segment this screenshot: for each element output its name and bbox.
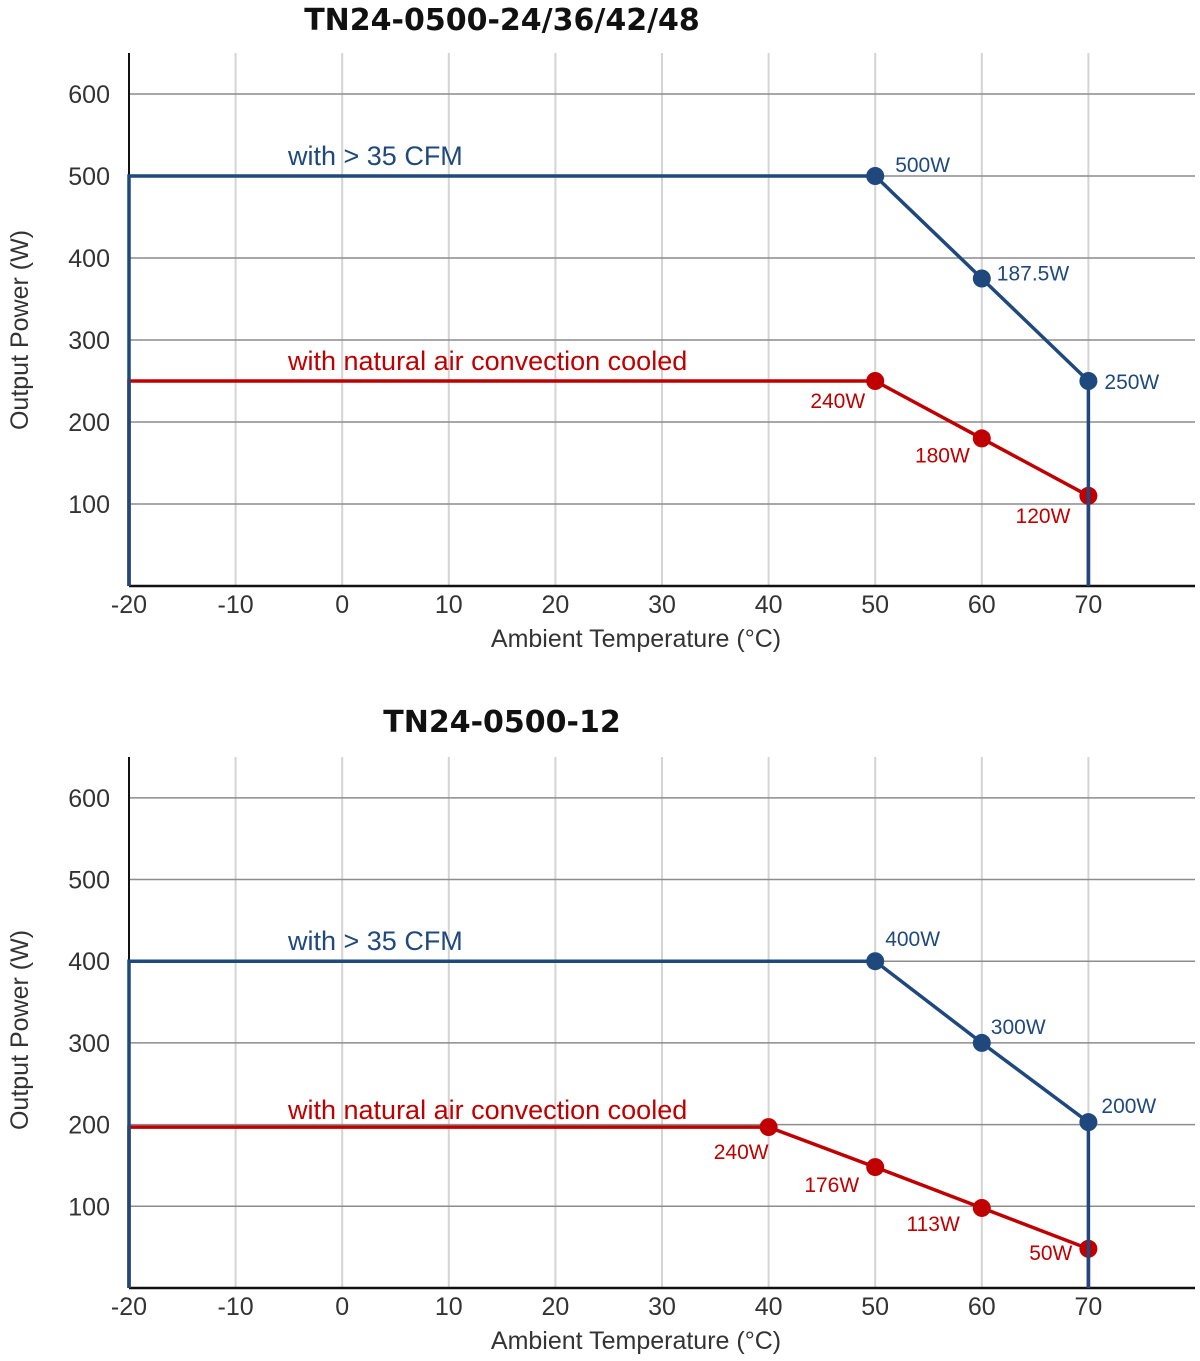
x-tick-label: 50 xyxy=(861,1293,889,1321)
x-tick-label: 70 xyxy=(1074,591,1102,619)
x-tick-label: 0 xyxy=(335,591,349,619)
chart-title: TN24-0500-24/36/42/48 xyxy=(304,3,700,38)
x-tick-label: 40 xyxy=(755,591,783,619)
y-tick-label: 600 xyxy=(68,785,110,813)
data-label: 176W xyxy=(804,1174,859,1197)
series-line xyxy=(127,379,1091,586)
data-label: 240W xyxy=(714,1141,769,1164)
data-label: 120W xyxy=(1016,505,1071,528)
data-point xyxy=(866,167,885,185)
chart-1: -20 -10 0 10 20 30 40 50 60 70 100 200 300 400 500 600 T… xyxy=(6,3,1195,653)
y-tick-label: 400 xyxy=(68,245,110,273)
x-axis-label: Ambient Temperature (°C) xyxy=(491,625,781,653)
x-tick-label: 10 xyxy=(435,591,463,619)
data-point xyxy=(1079,1113,1098,1132)
data-point xyxy=(972,269,991,288)
data-label: 400W xyxy=(885,928,940,951)
x-tick-label: 40 xyxy=(755,1293,783,1321)
x-tick-label: 30 xyxy=(648,591,676,619)
series-name-label: with > 35 CFM xyxy=(287,926,463,956)
x-tick-label: 70 xyxy=(1074,1293,1102,1321)
x-tick-label: -10 xyxy=(218,591,254,619)
data-point xyxy=(972,1033,991,1052)
data-point xyxy=(866,952,885,971)
y-tick-label: 600 xyxy=(68,81,110,109)
series-line xyxy=(127,959,1091,1288)
series-1: 500W 187.5W 250W with > 35 CFM xyxy=(127,141,1159,586)
data-label: 180W xyxy=(915,444,970,467)
data-point xyxy=(972,1198,991,1217)
x-tick-label: 30 xyxy=(648,1293,676,1321)
series-name-label: with > 35 CFM xyxy=(287,141,463,171)
y-axis-label: Output Power (W) xyxy=(6,930,34,1130)
x-tick-label: -20 xyxy=(111,1293,147,1321)
y-tick-label: 300 xyxy=(68,327,110,355)
x-axis-label: Ambient Temperature (°C) xyxy=(491,1327,781,1355)
y-tick-label: 100 xyxy=(68,1193,110,1221)
x-tick-label: 50 xyxy=(861,591,889,619)
chart-2: -20 -10 0 10 20 30 40 50 60 70 100 200 300 400 500 600 T… xyxy=(6,705,1195,1355)
x-tick-label: 20 xyxy=(541,591,569,619)
data-label: 50W xyxy=(1029,1242,1072,1265)
data-point xyxy=(1079,372,1098,390)
x-tick-label: -10 xyxy=(218,1293,254,1321)
x-tick-label: 60 xyxy=(968,1293,996,1321)
x-tick-label: 10 xyxy=(435,1293,463,1321)
data-point xyxy=(866,372,885,390)
data-label: 300W xyxy=(991,1016,1046,1039)
x-tick-label: 20 xyxy=(541,1293,569,1321)
y-tick-label: 200 xyxy=(68,1112,110,1140)
series-line xyxy=(127,1125,1091,1288)
series-2: 240W 180W 120W with natural air convection … xyxy=(127,346,1098,586)
series-line xyxy=(127,174,1091,586)
data-label: 200W xyxy=(1101,1095,1156,1118)
y-axis-label: Output Power (W) xyxy=(6,230,34,430)
series-name-label: with natural air convection cooled xyxy=(287,346,687,376)
series-1: 400W 300W 200W with > 35 CFM xyxy=(127,926,1156,1288)
data-point xyxy=(759,1118,778,1137)
y-tick-label: 300 xyxy=(68,1030,110,1058)
y-tick-label: 500 xyxy=(68,163,110,191)
y-tick-label: 400 xyxy=(68,948,110,976)
series-name-label: with natural air convection cooled xyxy=(287,1095,687,1125)
y-tick-label: 500 xyxy=(68,867,110,895)
data-label: 250W xyxy=(1104,371,1159,394)
x-tick-label: 0 xyxy=(335,1293,349,1321)
chart-title: TN24-0500-12 xyxy=(383,705,620,740)
data-label: 187.5W xyxy=(997,263,1070,286)
data-label: 240W xyxy=(810,390,865,413)
y-tick-label: 200 xyxy=(68,409,110,437)
x-tick-label: -20 xyxy=(111,591,147,619)
data-point xyxy=(972,429,991,448)
data-label: 113W xyxy=(906,1213,959,1236)
data-point xyxy=(866,1158,885,1177)
x-tick-label: 60 xyxy=(968,591,996,619)
data-label: 500W xyxy=(895,154,950,177)
y-tick-label: 100 xyxy=(68,491,110,519)
